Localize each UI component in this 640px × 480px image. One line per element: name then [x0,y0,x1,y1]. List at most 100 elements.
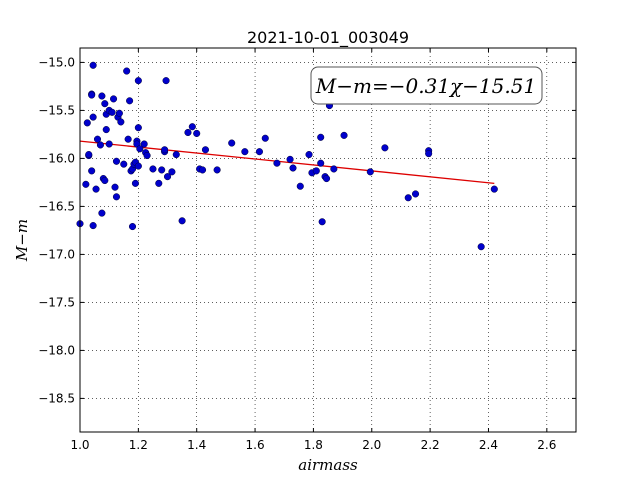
data-point [305,151,313,159]
data-point [255,148,263,156]
data-point [490,185,498,193]
data-point [131,179,139,187]
data-point [89,61,97,69]
data-point [120,160,128,168]
data-point [134,162,142,170]
grid [79,48,576,432]
x-tick-label: 2.2 [421,438,440,452]
data-point [92,185,100,193]
data-point [83,119,91,127]
data-point [111,183,119,191]
data-point [128,223,137,231]
x-tick-label: 1.0 [70,438,89,452]
data-point [296,182,304,190]
y-tick-label: −17.5 [38,295,75,309]
data-point [88,91,96,99]
data-point [168,168,176,176]
data-point [126,97,134,105]
data-point [101,100,109,108]
data-point [228,139,236,147]
data-point [82,180,90,188]
data-point [273,159,281,167]
data-point [124,135,132,143]
data-point [261,134,269,142]
data-point [136,145,144,153]
y-tick-label: −15.0 [38,55,75,69]
data-point [93,135,102,143]
data-point [140,140,148,148]
data-point [98,92,106,100]
y-tick-label: −18.5 [38,391,75,405]
data-point [161,146,169,154]
x-axis-label: airmass [298,456,358,474]
y-tick-label: −15.5 [38,103,75,117]
data-point [105,140,113,148]
x-tick-label: 1.2 [129,438,148,452]
data-point [317,159,325,167]
x-tick-label: 2.0 [362,438,381,452]
data-point [143,151,151,160]
y-tick-label: −17.0 [38,247,75,261]
data-point [198,166,207,174]
data-point [155,179,163,187]
points-layer [76,61,498,251]
data-point [158,166,166,174]
data-point [89,113,97,121]
data-point [96,141,104,149]
data-point [477,243,485,251]
fit-line [79,140,495,185]
fit-layer [79,140,495,185]
data-point [193,129,201,137]
data-point [289,164,297,172]
data-point [366,168,374,176]
data-point [102,126,110,134]
data-point [162,77,170,85]
fit-equation: M−m=−0.31χ−15.51 [315,74,536,98]
x-tick-label: 2.4 [479,438,498,452]
data-point [188,123,196,131]
data-point [286,155,294,163]
data-point [381,144,389,152]
data-point [123,67,131,75]
data-point [88,167,96,175]
data-point [134,77,142,85]
data-point [134,124,142,132]
x-tick-label: 1.6 [246,438,265,452]
data-point [108,108,116,116]
data-point [110,95,118,103]
data-point [201,146,210,154]
data-point [322,175,331,183]
data-point [411,190,420,198]
y-tick-label: −16.5 [38,199,75,213]
data-point [163,173,172,181]
data-point [101,176,109,185]
data-point [115,109,123,117]
x-tick-label: 1.8 [304,438,323,452]
data-point [241,148,249,156]
data-point [425,150,433,158]
chart-title: 2021-10-01_003049 [247,28,409,48]
data-point [85,151,93,159]
data-point [184,128,192,137]
data-point [117,118,125,126]
data-point [330,165,338,173]
data-point [112,193,121,201]
data-point [89,222,97,230]
annotation-box: M−m=−0.31χ−15.51 [310,66,543,105]
data-point [312,167,320,175]
y-tick-label: −16.0 [38,151,75,165]
data-point [112,157,121,165]
data-point [213,166,221,174]
data-point [404,194,412,202]
data-point [172,151,180,159]
x-tick-label: 2.6 [537,438,556,452]
data-point [178,217,186,225]
data-point [318,218,326,226]
y-tick-label: −18.0 [38,343,75,357]
data-point [149,165,157,173]
data-point [340,131,348,139]
data-point [98,209,106,217]
annotation-frame [310,66,543,105]
plot-frame [79,47,577,433]
